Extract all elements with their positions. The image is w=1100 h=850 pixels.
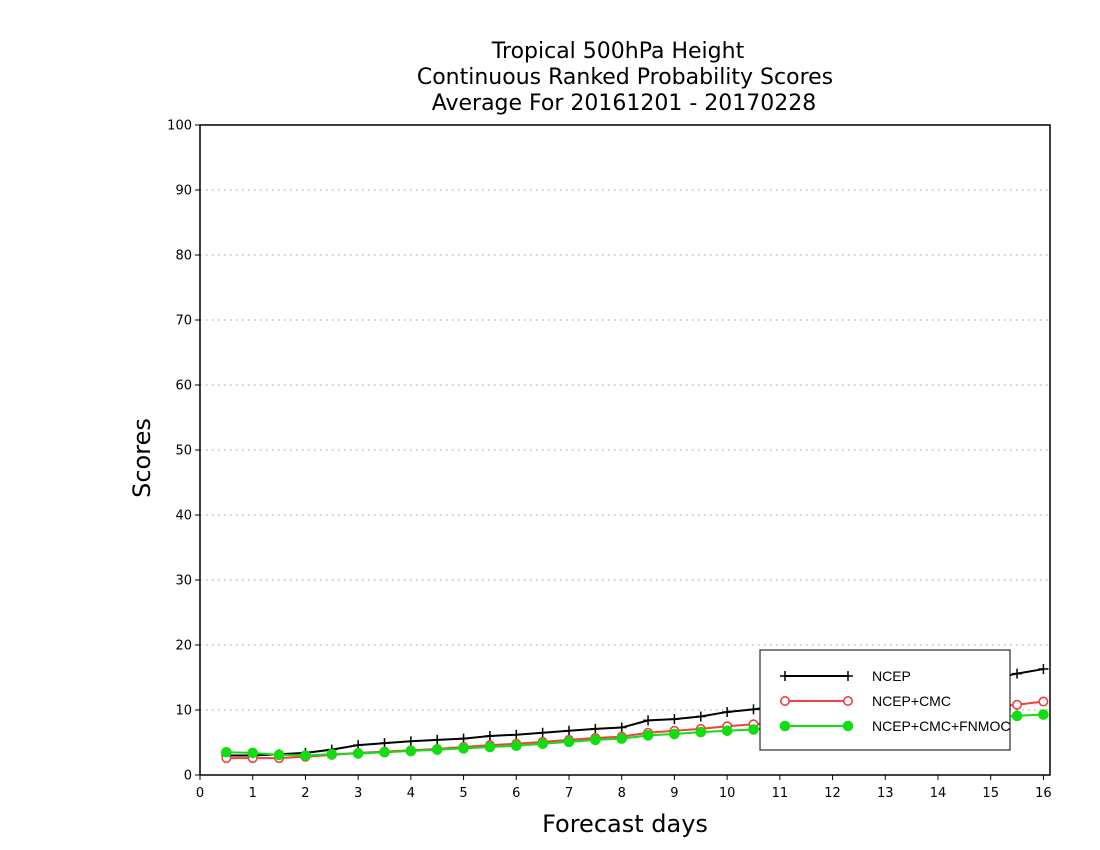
data-point-ncep	[1038, 664, 1049, 675]
x-tick-label: 13	[877, 786, 894, 801]
data-point-ncep-cmc-fnmoc	[484, 741, 496, 753]
y-tick-label: 30	[175, 574, 192, 589]
data-point-ncep-cmc-fnmoc	[721, 725, 733, 737]
data-point-ncep-cmc-fnmoc	[590, 734, 601, 746]
legend-marker	[779, 695, 790, 706]
data-point-ncep-cmc-fnmoc	[1011, 710, 1023, 722]
legend-item-ncep-cmc-fnmoc: NCEP+CMC+FNMOC	[779, 718, 1010, 734]
legend-label: NCEP+CMC+FNMOC	[872, 718, 1010, 734]
data-point-ncep	[695, 711, 706, 722]
x-axis-label: Forecast days	[542, 810, 708, 838]
data-point-ncep-cmc-fnmoc	[510, 740, 522, 752]
x-tick-label: 8	[618, 786, 626, 801]
chart-titles: Tropical 500hPa Height Continuous Ranked…	[417, 39, 833, 116]
x-tick-label: 11	[772, 786, 789, 801]
data-point-ncep	[511, 729, 522, 740]
y-tick-label: 0	[184, 769, 192, 784]
data-point-ncep-cmc	[1038, 696, 1049, 707]
data-point-ncep-cmc-fnmoc	[273, 749, 285, 761]
legend-item-ncep-cmc: NCEP+CMC	[779, 693, 951, 709]
data-point-ncep	[563, 725, 574, 736]
grid-lines	[200, 189, 1050, 711]
data-point-ncep	[458, 733, 469, 744]
legend-label: NCEP	[872, 668, 911, 684]
data-point-ncep-cmc-fnmoc	[352, 748, 364, 759]
y-tick-label: 60	[175, 379, 192, 394]
y-tick-label: 100	[167, 119, 192, 134]
data-point-ncep-cmc-fnmoc	[221, 746, 232, 758]
y-axis-label: Scores	[128, 418, 156, 498]
legend-marker	[842, 695, 853, 706]
legend-marker	[843, 671, 853, 681]
data-point-ncep	[432, 734, 443, 745]
legend-marker	[842, 720, 854, 732]
x-tick-label: 0	[196, 786, 204, 801]
x-tick-label: 16	[1035, 786, 1052, 801]
data-point-ncep-cmc-fnmoc	[695, 726, 707, 738]
y-tick-label: 20	[175, 639, 192, 654]
data-point-ncep-cmc-fnmoc	[642, 730, 654, 741]
chart-title-line-3: Average For 20161201 - 20170228	[432, 91, 817, 116]
chart-title-line-1: Tropical 500hPa Height	[491, 39, 745, 64]
x-tick-label: 2	[301, 786, 309, 801]
data-point-ncep	[616, 722, 627, 733]
data-point-ncep	[405, 736, 416, 747]
x-tick-label: 15	[982, 786, 999, 801]
x-tick-label: 7	[565, 786, 573, 801]
data-point-ncep-cmc	[1012, 699, 1023, 710]
data-point-ncep-cmc-fnmoc	[300, 750, 311, 761]
data-point-ncep	[1012, 668, 1023, 679]
data-point-ncep-cmc-fnmoc	[748, 724, 759, 735]
x-tick-label: 10	[719, 786, 736, 801]
x-tick-label: 6	[512, 786, 520, 801]
x-tick-label: 9	[670, 786, 678, 801]
data-point-ncep-cmc-fnmoc	[616, 733, 628, 744]
y-tick-label: 70	[175, 314, 192, 329]
data-point-ncep	[537, 727, 548, 738]
data-point-ncep	[722, 706, 733, 717]
data-point-ncep-cmc-fnmoc	[563, 736, 575, 748]
x-tick-label: 4	[407, 786, 415, 801]
data-point-ncep	[590, 723, 601, 734]
data-point-ncep-cmc-fnmoc	[379, 746, 390, 758]
data-point-ncep	[748, 704, 759, 715]
y-tick-label: 10	[175, 704, 192, 719]
x-tick-label: 12	[824, 786, 841, 801]
x-tick-label: 1	[249, 786, 257, 801]
legend-marker	[780, 671, 790, 681]
data-point-ncep	[484, 731, 495, 741]
data-point-ncep	[669, 714, 680, 725]
data-point-ncep-cmc-fnmoc	[405, 745, 417, 757]
data-point-ncep-cmc-fnmoc	[669, 728, 680, 740]
data-point-ncep-cmc-fnmoc	[431, 744, 443, 755]
data-point-ncep-cmc-fnmoc	[326, 748, 338, 760]
data-point-ncep-cmc-fnmoc	[458, 743, 469, 754]
data-point-ncep-cmc-fnmoc	[247, 747, 259, 759]
legend-label: NCEP+CMC	[872, 693, 951, 709]
y-tick-label: 80	[175, 249, 192, 264]
y-tick-label: 40	[175, 509, 192, 524]
legend: NCEP NCEP+CMC NCEP+CMC+FNMOC	[759, 649, 1011, 751]
x-tick-label: 14	[930, 786, 947, 801]
data-point-ncep-cmc-fnmoc	[537, 738, 548, 750]
data-point-ncep	[643, 715, 654, 726]
legend-marker	[779, 720, 791, 732]
chart-title-line-2: Continuous Ranked Probability Scores	[417, 65, 833, 90]
data-point-ncep	[379, 738, 390, 749]
legend-item-ncep: NCEP	[780, 668, 911, 684]
x-tick-label: 3	[354, 786, 362, 801]
x-tick-label: 5	[459, 786, 467, 801]
y-tick-label: 90	[175, 184, 192, 199]
data-point-ncep-cmc-fnmoc	[1038, 709, 1049, 720]
y-tick-label: 50	[175, 444, 192, 459]
